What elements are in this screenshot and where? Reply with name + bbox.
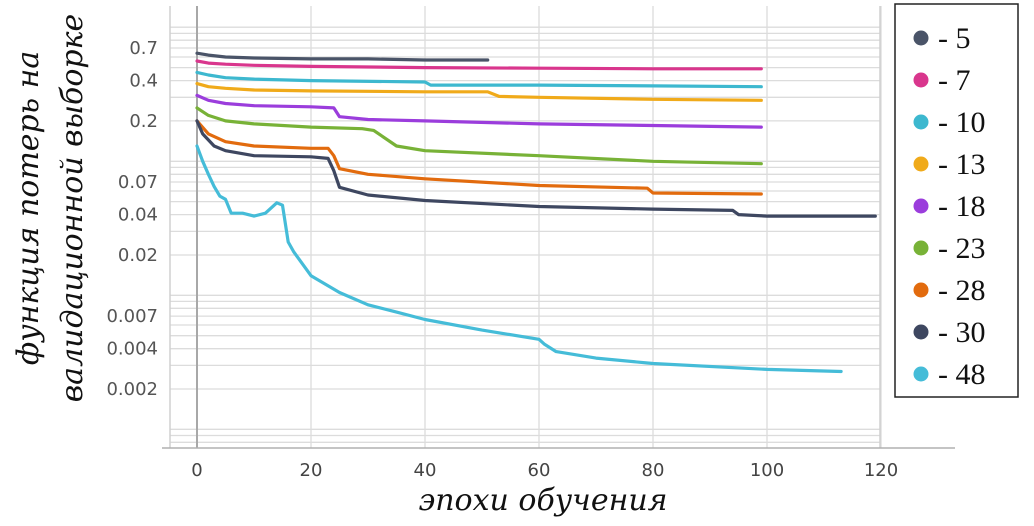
y-tick-label: 0.007: [106, 306, 158, 327]
y-axis-title-line-2: валидационной выборке: [55, 14, 90, 403]
legend-label: - 23: [938, 232, 986, 265]
y-tick-label: 0.07: [118, 172, 158, 193]
legend-marker: [913, 72, 929, 88]
x-tick-label: 120: [864, 460, 898, 481]
series-lines: [195, 51, 877, 374]
x-tick-labels: 0 20 40 60 80 100 120: [191, 460, 898, 481]
x-tick-label: 0: [191, 460, 202, 481]
legend-label: - 7: [938, 64, 971, 97]
legend-label: - 5: [938, 22, 971, 55]
grid: [162, 6, 955, 449]
x-tick-label: 40: [414, 460, 437, 481]
legend-label: - 28: [938, 274, 986, 307]
y-tick-label: 0.04: [118, 205, 158, 226]
legend-marker: [913, 366, 929, 382]
y-tick-label: 0.004: [106, 339, 158, 360]
x-axis-title: эпохи обучения: [418, 483, 667, 518]
x-tick-label: 60: [528, 460, 551, 481]
x-tick-label: 100: [750, 460, 784, 481]
axis-titles: эпохи обучения функция потерь на валидац…: [11, 14, 668, 518]
series-line: [195, 119, 877, 218]
legend-marker: [913, 156, 929, 172]
legend-label: - 48: [938, 358, 986, 391]
legend-marker: [913, 282, 929, 298]
legend-label: - 10: [938, 106, 986, 139]
legend-marker: [913, 240, 929, 256]
legend-label: - 18: [938, 190, 986, 223]
series-line: [195, 144, 843, 374]
series-line: [195, 119, 763, 196]
legend-marker: [913, 324, 929, 340]
legend-label: - 30: [938, 316, 986, 349]
series-line: [195, 70, 763, 89]
y-tick-label: 0.7: [129, 38, 158, 59]
series-line: [195, 51, 490, 62]
series-line: [195, 81, 763, 102]
y-tick-label: 0.4: [129, 71, 158, 92]
legend-marker: [913, 198, 929, 214]
legend-label: - 13: [938, 148, 986, 181]
y-tick-label: 0.002: [106, 379, 158, 400]
x-tick-label: 80: [642, 460, 665, 481]
legend-marker: [913, 114, 929, 130]
series-line: [195, 93, 763, 129]
legend: - 5 - 7 - 10 - 13 - 18 - 23 - 28 - 30 - 48: [894, 3, 1019, 398]
series-line: [195, 106, 763, 166]
legend-marker: [913, 30, 929, 46]
series-line: [195, 59, 763, 71]
x-tick-label: 20: [300, 460, 323, 481]
y-axis-title-line-1: функция потерь на: [11, 51, 46, 366]
y-tick-label: 0.02: [118, 245, 158, 266]
y-tick-label: 0.2: [129, 111, 158, 132]
y-tick-labels: 0.002 0.004 0.007 0.02 0.04 0.07 0.2 0.4 0.7: [106, 38, 158, 400]
